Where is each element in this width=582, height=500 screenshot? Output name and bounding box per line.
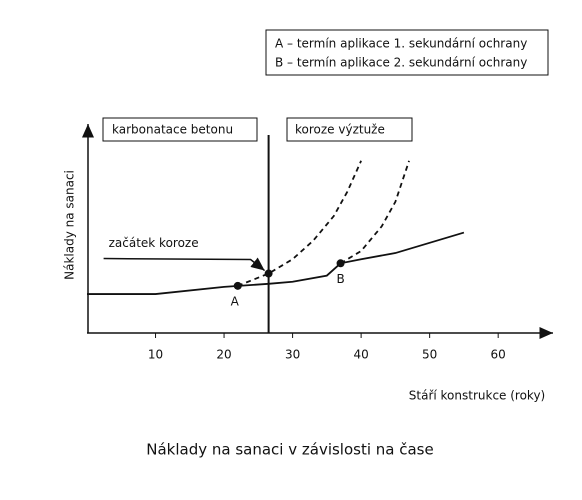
x-tick-label: 40 [353,348,368,362]
pointer [103,257,266,272]
y-axis-label: Náklady na sanaci [63,170,77,280]
caption: Náklady na sanaci v závislosti na čase [146,441,433,459]
x-tick-label: 30 [285,348,300,362]
point-label: B [336,272,344,286]
note: B – termín aplikace 2. sekundární ochran… [275,56,527,70]
region-label: karbonatace betonu [112,123,233,137]
x-tick-label: 50 [422,348,437,362]
point [336,259,345,268]
series-line [340,160,410,265]
series-line [87,231,465,295]
notes-box [265,29,549,76]
x-axis-label: Stáří konstrukce (roky) [409,389,545,403]
region-box [286,117,413,142]
series-line [237,160,362,287]
point-label: A [231,294,240,308]
point [233,281,242,290]
point [264,269,273,278]
point-label: začátek koroze [109,236,199,250]
region-box [102,117,258,142]
x-tick-label: 20 [216,348,231,362]
region-label: koroze výztuže [295,123,385,137]
note: A – termín aplikace 1. sekundární ochran… [275,37,527,51]
x-tick-label: 60 [491,348,506,362]
x-tick-label: 10 [148,348,163,362]
